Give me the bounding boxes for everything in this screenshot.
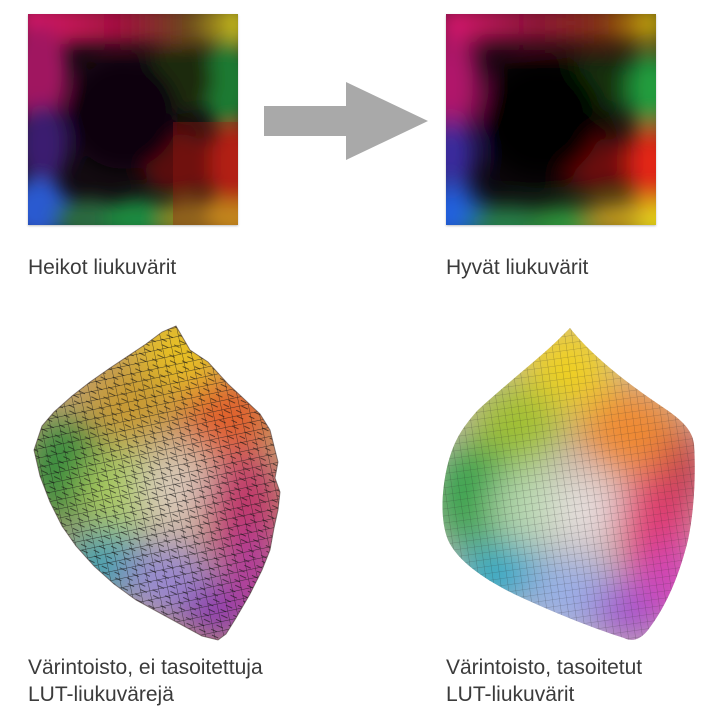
caption-smoothed-line2: LUT-liukuvärit xyxy=(446,683,575,706)
caption-smoothed-lut: Värintoisto, tasoitetut LUT-liukuvärit xyxy=(446,654,642,708)
caption-unsmoothed-line1: Värintoisto, ei tasoitettuja xyxy=(28,656,263,679)
uneven-gradient-swatch xyxy=(28,14,238,225)
smooth-gradient-swatch xyxy=(446,14,656,225)
caption-unsmoothed-lut: Värintoisto, ei tasoitettuja LUT-liukuvä… xyxy=(28,654,263,708)
caption-smoothed-line1: Värintoisto, tasoitetut xyxy=(446,656,643,679)
caption-smooth-gradients: Hyvät liukuvärit xyxy=(446,256,589,279)
smooth-gamut-solid xyxy=(436,326,698,644)
caption-unsmoothed-line2: LUT-liukuvärejä xyxy=(28,683,174,706)
caption-uneven-gradients: Heikot liukuvärit xyxy=(28,256,177,279)
right-arrow-icon xyxy=(264,82,428,160)
rough-gamut-solid xyxy=(28,322,288,644)
